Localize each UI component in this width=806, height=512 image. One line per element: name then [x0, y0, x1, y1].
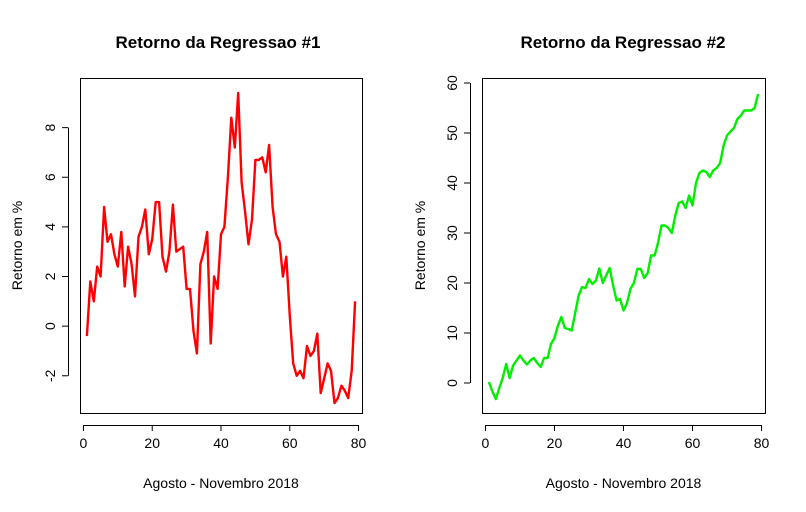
- y-tick-label: 10: [444, 325, 460, 341]
- x-tick-label: 40: [616, 435, 632, 451]
- y-tick-label: 0: [42, 322, 58, 330]
- x-tick-label: 60: [685, 435, 701, 451]
- y-axis: -2 0 2 4 6 8: [42, 124, 69, 382]
- y-tick-label: -2: [42, 369, 58, 382]
- y-tick-label: 20: [444, 275, 460, 291]
- y-axis-label: Retorno em %: [412, 201, 428, 290]
- y-axis: 0 10 20 30 40 50 60: [444, 75, 471, 387]
- x-tick-label: 80: [754, 435, 770, 451]
- y-tick-label: 4: [42, 223, 58, 231]
- chart-panel-2: Retorno da Regressao #2 0 20 40 60 80 0 10 20 30 4…: [412, 33, 770, 491]
- y-tick-label: 8: [42, 124, 58, 132]
- plot-frame: [482, 78, 766, 414]
- x-axis: 0 20 40 60 80: [80, 425, 367, 451]
- x-tick-label: 0: [80, 435, 88, 451]
- y-tick-label: 0: [444, 379, 460, 387]
- series-line: [487, 93, 760, 401]
- y-tick-label: 50: [444, 125, 460, 141]
- y-tick-label: 2: [42, 272, 58, 280]
- x-tick-label: 20: [547, 435, 563, 451]
- chart-title: Retorno da Regressao #1: [115, 33, 320, 52]
- x-tick-label: 40: [213, 435, 229, 451]
- x-tick-label: 60: [282, 435, 298, 451]
- x-axis: 0 20 40 60 80: [482, 425, 770, 451]
- series-line: [85, 91, 357, 405]
- plot-frame: [80, 78, 363, 414]
- x-tick-label: 80: [351, 435, 367, 451]
- y-tick-label: 30: [444, 225, 460, 241]
- x-tick-label: 20: [144, 435, 160, 451]
- x-axis-label: Agosto - Novembro 2018: [546, 475, 702, 491]
- x-tick-label: 0: [482, 435, 490, 451]
- y-tick-label: 6: [42, 173, 58, 181]
- y-tick-label: 40: [444, 175, 460, 191]
- y-axis-label: Retorno em %: [9, 201, 25, 290]
- chart-title: Retorno da Regressao #2: [520, 33, 725, 52]
- chart-panel-1: Retorno da Regressao #1 0 20 40 60 80 -2 0 2 4 6 8 A…: [9, 33, 367, 491]
- y-tick-label: 60: [444, 75, 460, 91]
- x-axis-label: Agosto - Novembro 2018: [143, 475, 299, 491]
